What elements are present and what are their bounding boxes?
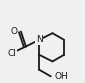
Text: Cl: Cl xyxy=(7,49,16,58)
Text: N: N xyxy=(36,35,43,44)
Text: O: O xyxy=(11,27,18,36)
Text: OH: OH xyxy=(54,72,68,81)
